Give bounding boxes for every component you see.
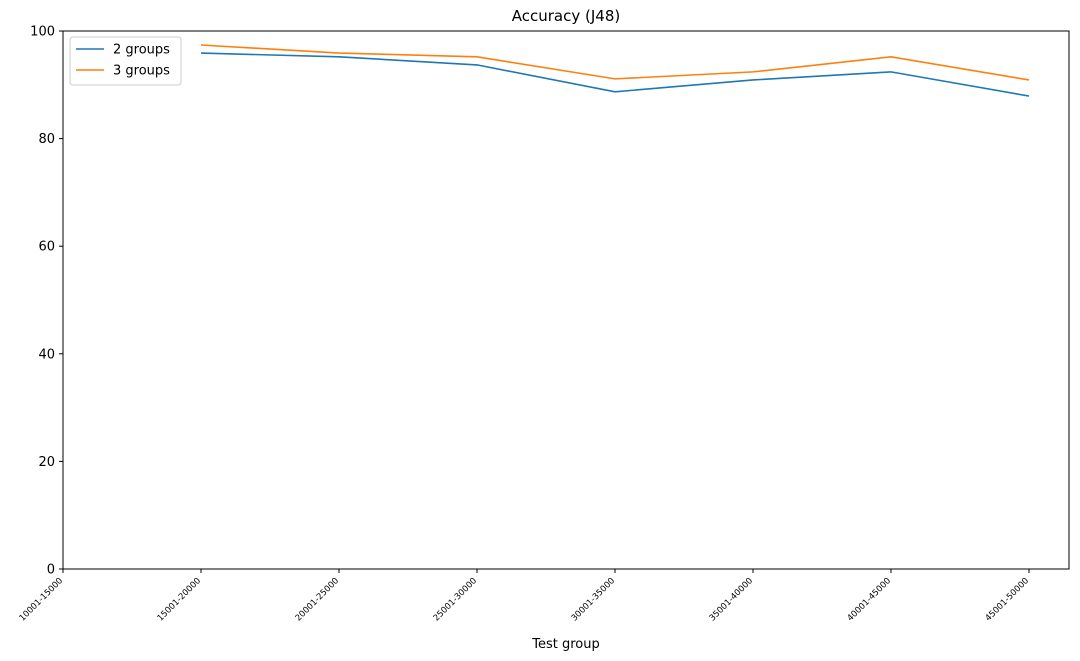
y-tick-label: 100 [30, 25, 55, 40]
x-tick-label: 15001-20000 [156, 576, 203, 623]
legend-label: 2 groups [113, 43, 170, 58]
x-tick-label: 35001-40000 [708, 576, 755, 623]
plot-frame [62, 30, 1070, 570]
x-tick-label: 20001-25000 [294, 576, 341, 623]
legend-label: 3 groups [113, 64, 170, 79]
x-axis-label: Test group [531, 637, 600, 652]
y-tick-label: 0 [47, 563, 55, 578]
y-tick-label: 60 [38, 240, 55, 255]
x-tick-label: 45001-50000 [984, 576, 1031, 623]
x-tick-label: 30001-35000 [570, 576, 617, 623]
data-line [200, 52, 1030, 97]
x-tick-label: 10001-15000 [18, 576, 65, 623]
chart-title: Accuracy (J48) [512, 7, 620, 25]
data-line [200, 44, 1030, 81]
y-tick-label: 40 [38, 347, 55, 362]
y-tick-label: 20 [38, 455, 55, 470]
x-tick-label: 25001-30000 [432, 576, 479, 623]
x-tick-label: 40001-45000 [846, 576, 893, 623]
legend: 2 groups 3 groups [69, 36, 182, 86]
y-tick-label: 80 [38, 132, 55, 147]
